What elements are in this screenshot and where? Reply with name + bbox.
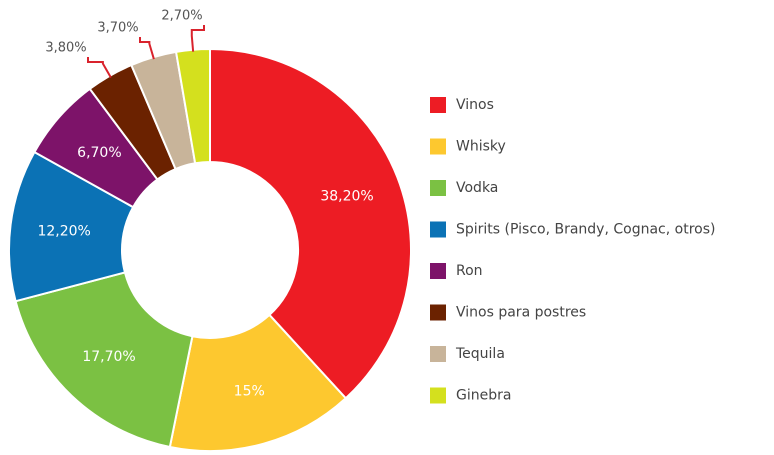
legend-swatch (430, 346, 446, 362)
slice-label: 15% (234, 384, 265, 400)
legend-swatch (430, 304, 446, 321)
slice-label: 12,20% (37, 224, 90, 240)
legend-swatch (430, 138, 446, 155)
legend-swatch (430, 263, 446, 279)
legend-label: Spirits (Pisco, Brandy, Cognac, otros) (456, 222, 715, 238)
slice-label: 6,70% (77, 145, 121, 161)
donut-slice (174, 47, 211, 165)
leader-line (190, 25, 205, 52)
slice-label: 17,70% (82, 349, 135, 365)
legend-swatch (430, 180, 446, 196)
slice-label: 3,70% (97, 21, 138, 36)
slice-label: 38,20% (320, 189, 373, 205)
donut-slice (14, 271, 194, 449)
legend-label: Tequila (455, 346, 505, 362)
leader-line (139, 37, 155, 60)
legend-label: Vodka (456, 180, 498, 196)
slice-label: 3,80% (45, 41, 86, 56)
donut-slice (209, 47, 412, 400)
legend-label: Vinos (456, 97, 494, 113)
legend-label: Ron (456, 263, 483, 279)
donut-slice (8, 150, 135, 303)
slice-label: 2,70% (161, 9, 202, 24)
donut-slice (168, 313, 348, 452)
leader-line (87, 57, 112, 78)
legend-swatch (430, 387, 446, 404)
legend-swatch (430, 97, 446, 113)
legend-label: Ginebra (456, 388, 511, 404)
legend-swatch (430, 221, 446, 238)
legend-label: Vinos para postres (456, 305, 586, 321)
legend-label: Whisky (456, 139, 506, 155)
